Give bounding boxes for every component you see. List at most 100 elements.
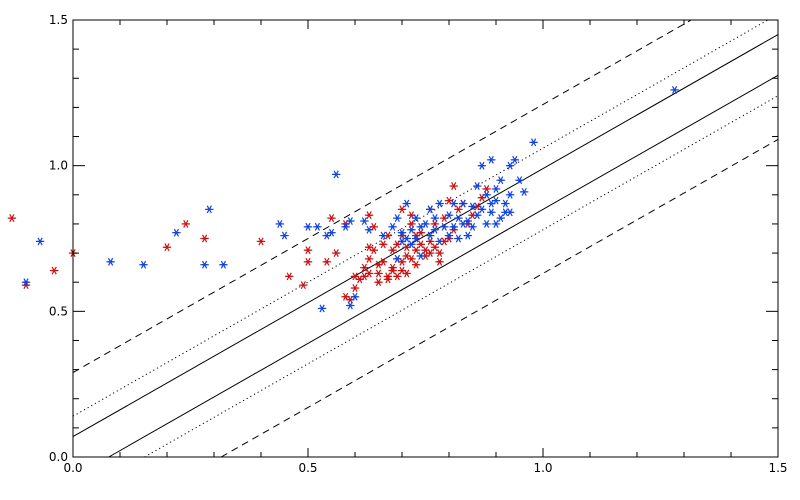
data-point — [487, 208, 496, 217]
data-point — [411, 214, 421, 223]
data-point — [670, 85, 679, 94]
y-tick-label: 0.0 — [49, 450, 68, 464]
data-point — [393, 214, 402, 223]
y-tick-label: 0.5 — [49, 304, 68, 318]
data-point — [332, 170, 341, 179]
reference-line-dotted — [144, 95, 779, 458]
data-point — [435, 199, 444, 208]
data-point — [515, 176, 524, 185]
data-point — [529, 138, 538, 147]
data-point — [364, 225, 374, 234]
data-point — [303, 246, 313, 255]
data-point — [491, 196, 501, 205]
data-point — [162, 243, 172, 252]
x-tick-label: 1.5 — [768, 461, 787, 475]
data-point — [491, 219, 501, 228]
data-point — [426, 249, 435, 258]
data-point — [200, 260, 209, 269]
data-point — [256, 237, 266, 246]
data-point — [430, 225, 440, 234]
data-point — [350, 284, 360, 292]
data-point — [463, 231, 472, 240]
data-point — [346, 301, 355, 310]
data-point — [364, 211, 374, 220]
data-point — [393, 254, 402, 263]
data-point — [411, 234, 421, 243]
reference-line-solid — [72, 34, 779, 438]
data-point — [322, 257, 331, 266]
data-point — [430, 243, 440, 252]
data-point — [449, 199, 458, 208]
data-point — [303, 257, 313, 266]
data-point — [299, 281, 308, 290]
data-point — [444, 231, 454, 240]
data-point — [407, 254, 416, 263]
data-point — [364, 254, 374, 263]
data-point — [454, 214, 463, 223]
data-point — [491, 185, 501, 193]
data-point — [458, 199, 468, 208]
data-point — [402, 269, 411, 278]
data-point — [346, 217, 355, 225]
data-point — [219, 260, 228, 269]
data-point — [496, 176, 505, 185]
data-point — [440, 222, 449, 231]
data-point — [21, 278, 31, 287]
data-point — [7, 214, 17, 223]
reference-line-dotted — [72, 19, 769, 417]
data-point — [313, 222, 322, 231]
data-point — [402, 234, 411, 243]
data-point — [520, 187, 529, 196]
data-point — [416, 240, 425, 249]
data-point — [477, 161, 487, 170]
data-point — [426, 231, 435, 240]
x-tick-label: 0.0 — [63, 461, 82, 475]
data-point — [487, 155, 496, 164]
data-point — [360, 217, 369, 225]
data-point — [501, 199, 510, 208]
data-point — [473, 211, 482, 220]
reference-line-dashed — [220, 139, 779, 458]
data-point — [435, 257, 444, 266]
data-point — [327, 214, 336, 223]
data-point — [200, 234, 209, 243]
data-point — [505, 190, 515, 199]
data-point — [468, 202, 477, 211]
data-point — [482, 185, 491, 193]
data-point — [477, 205, 487, 214]
data-point — [505, 208, 515, 217]
reference-line-solid — [108, 74, 779, 458]
data-point — [285, 272, 294, 281]
x-tick-label: 0.5 — [298, 461, 317, 475]
reference-lines — [72, 19, 779, 458]
data-point — [435, 249, 444, 258]
data-point — [379, 231, 388, 240]
data-point — [350, 292, 360, 301]
data-point — [35, 237, 45, 246]
tick-labels: 0.0 0.5 1.0 1.5 0.0 0.5 1.0 1.5 — [49, 13, 788, 475]
data-point — [411, 260, 421, 269]
data-point — [181, 219, 190, 228]
data-point — [374, 278, 383, 287]
data-point — [482, 190, 491, 199]
data-point — [317, 304, 327, 313]
plot-frame — [72, 19, 779, 458]
data-point — [280, 231, 289, 240]
data-point — [482, 219, 491, 228]
data-point — [172, 228, 181, 237]
data-point — [505, 161, 515, 170]
data-point — [397, 228, 407, 237]
data-point — [454, 205, 463, 214]
data-point — [407, 240, 416, 249]
data-point — [369, 246, 378, 255]
data-point — [416, 252, 425, 260]
data-point — [397, 205, 407, 214]
data-points — [7, 85, 679, 313]
data-point — [360, 263, 369, 272]
data-point — [496, 214, 505, 223]
data-point — [473, 182, 482, 190]
data-point — [421, 219, 430, 228]
data-point — [388, 222, 397, 231]
data-point — [327, 228, 336, 237]
